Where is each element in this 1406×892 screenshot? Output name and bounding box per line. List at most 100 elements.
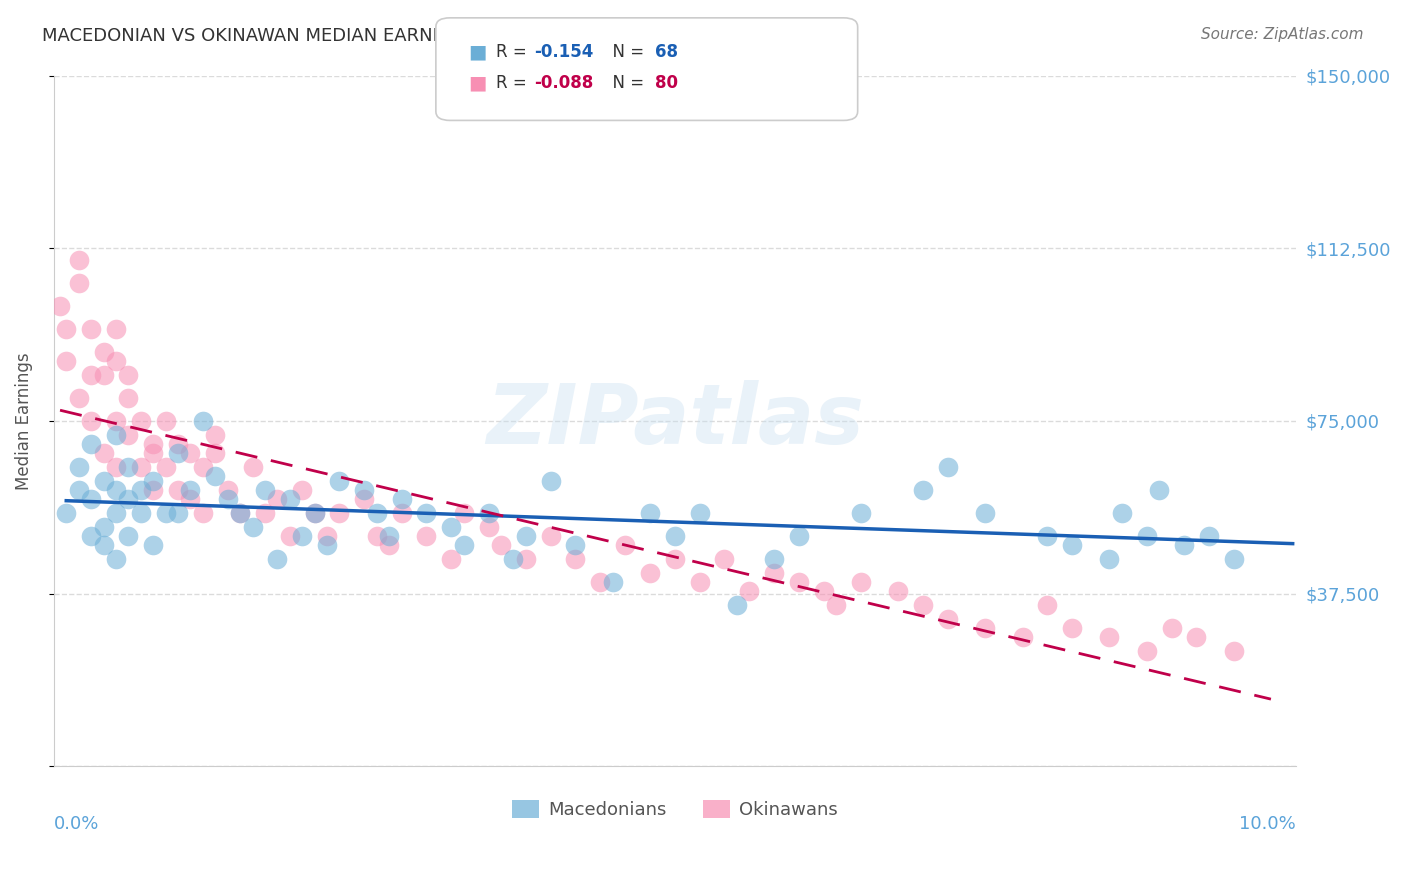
- Point: [415, 529, 437, 543]
- Point: [502, 552, 524, 566]
- Point: [155, 460, 177, 475]
- Point: [142, 538, 165, 552]
- Point: [55, 354, 77, 368]
- Point: [589, 575, 612, 590]
- Point: [179, 483, 201, 497]
- Point: [67, 483, 90, 497]
- Point: [787, 529, 810, 543]
- Point: [229, 506, 252, 520]
- Point: [304, 506, 326, 520]
- Point: [142, 474, 165, 488]
- Point: [1136, 529, 1159, 543]
- Point: [328, 474, 350, 488]
- Point: [155, 414, 177, 428]
- Point: [142, 483, 165, 497]
- Point: [67, 252, 90, 267]
- Point: [93, 538, 115, 552]
- Point: [1062, 538, 1084, 552]
- Point: [1036, 598, 1059, 612]
- Point: [316, 538, 339, 552]
- Point: [93, 368, 115, 382]
- Point: [229, 506, 252, 520]
- Point: [80, 414, 103, 428]
- Text: R =: R =: [496, 74, 533, 92]
- Point: [1222, 552, 1244, 566]
- Point: [1098, 552, 1121, 566]
- Point: [1147, 483, 1170, 497]
- Legend: Macedonians, Okinawans: Macedonians, Okinawans: [505, 793, 845, 826]
- Point: [489, 538, 512, 552]
- Text: 80: 80: [655, 74, 678, 92]
- Point: [93, 474, 115, 488]
- Point: [191, 460, 214, 475]
- Text: Source: ZipAtlas.com: Source: ZipAtlas.com: [1201, 27, 1364, 42]
- Point: [104, 414, 127, 428]
- Point: [391, 492, 413, 507]
- Point: [763, 566, 786, 580]
- Point: [104, 427, 127, 442]
- Point: [1185, 631, 1208, 645]
- Point: [664, 529, 686, 543]
- Text: 0.0%: 0.0%: [53, 814, 100, 832]
- Point: [378, 538, 401, 552]
- Point: [217, 483, 239, 497]
- Point: [664, 552, 686, 566]
- Point: [129, 414, 152, 428]
- Point: [104, 506, 127, 520]
- Point: [974, 506, 997, 520]
- Point: [813, 584, 835, 599]
- Point: [117, 460, 139, 475]
- Point: [540, 529, 562, 543]
- Y-axis label: Median Earnings: Median Earnings: [15, 352, 32, 490]
- Point: [253, 483, 276, 497]
- Point: [638, 506, 661, 520]
- Point: [217, 492, 239, 507]
- Point: [242, 520, 264, 534]
- Point: [93, 446, 115, 460]
- Point: [129, 460, 152, 475]
- Point: [1198, 529, 1220, 543]
- Point: [104, 354, 127, 368]
- Point: [453, 506, 475, 520]
- Point: [167, 506, 190, 520]
- Point: [564, 538, 586, 552]
- Point: [167, 483, 190, 497]
- Point: [378, 529, 401, 543]
- Point: [825, 598, 848, 612]
- Point: [179, 446, 201, 460]
- Point: [104, 483, 127, 497]
- Text: ■: ■: [468, 73, 486, 93]
- Point: [104, 460, 127, 475]
- Point: [1222, 644, 1244, 658]
- Point: [440, 552, 463, 566]
- Point: [278, 529, 301, 543]
- Point: [129, 483, 152, 497]
- Point: [391, 506, 413, 520]
- Point: [353, 492, 375, 507]
- Point: [191, 414, 214, 428]
- Point: [713, 552, 735, 566]
- Text: ZIPatlas: ZIPatlas: [486, 380, 863, 461]
- Text: MACEDONIAN VS OKINAWAN MEDIAN EARNINGS CORRELATION CHART: MACEDONIAN VS OKINAWAN MEDIAN EARNINGS C…: [42, 27, 678, 45]
- Point: [117, 529, 139, 543]
- Point: [763, 552, 786, 566]
- Point: [80, 322, 103, 336]
- Text: 10.0%: 10.0%: [1239, 814, 1296, 832]
- Point: [167, 446, 190, 460]
- Point: [1098, 631, 1121, 645]
- Point: [1136, 644, 1159, 658]
- Point: [266, 552, 288, 566]
- Text: N =: N =: [602, 43, 650, 61]
- Point: [415, 506, 437, 520]
- Point: [638, 566, 661, 580]
- Point: [353, 483, 375, 497]
- Point: [540, 474, 562, 488]
- Point: [93, 520, 115, 534]
- Point: [242, 460, 264, 475]
- Point: [67, 460, 90, 475]
- Point: [689, 506, 711, 520]
- Point: [55, 506, 77, 520]
- Point: [204, 469, 226, 483]
- Point: [155, 506, 177, 520]
- Point: [936, 612, 959, 626]
